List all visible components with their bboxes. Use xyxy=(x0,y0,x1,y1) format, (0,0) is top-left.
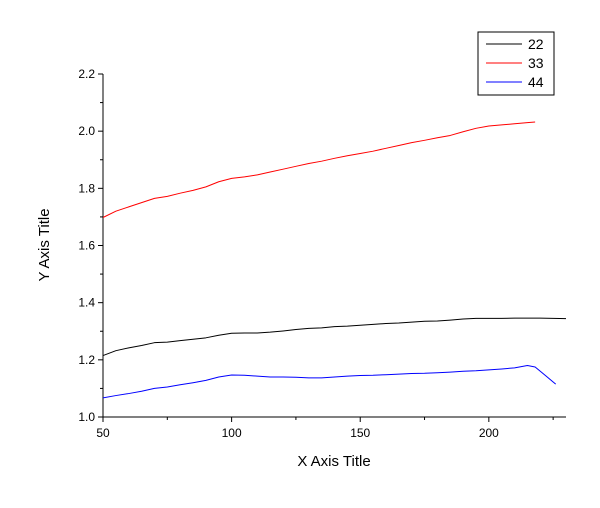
series-line-33 xyxy=(102,121,536,218)
x-tick-label: 150 xyxy=(350,426,370,440)
y-tick-label: 1.2 xyxy=(78,353,95,367)
x-axis-title: X Axis Title xyxy=(297,453,370,470)
x-tick-label: 50 xyxy=(96,426,110,440)
x-tick-label: 100 xyxy=(222,426,242,440)
axis-ticks: 1.0 1.2 1.4 1.6 1.8 2.0 2.2 50 100 150 200 xyxy=(78,67,554,440)
y-tick-label: 1.8 xyxy=(78,181,95,195)
legend-label-33: 33 xyxy=(528,55,544,71)
legend: 22 33 44 xyxy=(477,31,555,96)
legend-label-22: 22 xyxy=(528,36,544,52)
y-tick-label: 2.0 xyxy=(78,124,95,138)
y-tick-label: 1.6 xyxy=(78,239,95,253)
series-line-22 xyxy=(102,317,567,357)
y-axis-title: Y Axis Title xyxy=(36,208,53,281)
y-tick-label: 1.0 xyxy=(78,410,95,424)
y-tick-label: 2.2 xyxy=(78,67,95,81)
series-layer xyxy=(102,121,567,399)
y-tick-label: 1.4 xyxy=(78,296,95,310)
x-tick-label: 200 xyxy=(479,426,499,440)
series-line-44 xyxy=(102,365,557,399)
legend-label-44: 44 xyxy=(528,74,544,90)
